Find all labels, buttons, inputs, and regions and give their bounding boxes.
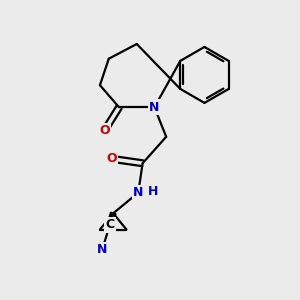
Text: N: N — [149, 101, 160, 114]
Text: O: O — [106, 152, 117, 165]
Text: N: N — [97, 244, 107, 256]
Text: H: H — [148, 185, 159, 198]
Text: N: N — [133, 186, 143, 199]
Text: C: C — [105, 218, 114, 231]
Text: O: O — [99, 124, 110, 137]
